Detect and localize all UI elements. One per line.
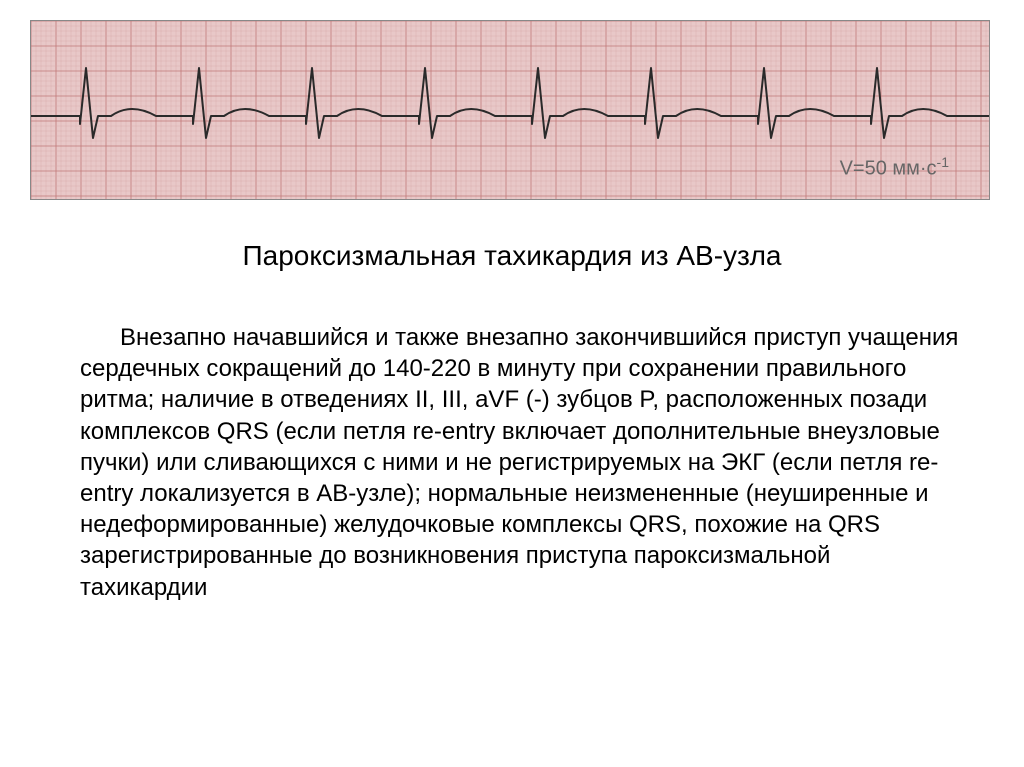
slide-title: Пароксизмальная тахикардия из АВ-узла [30,240,994,272]
ecg-speed-label: V=50 мм·с-1 [840,154,949,181]
ecg-strip: V=50 мм·с-1 [30,20,990,200]
slide-body: Внезапно начавшийся и также внезапно зак… [30,322,994,603]
